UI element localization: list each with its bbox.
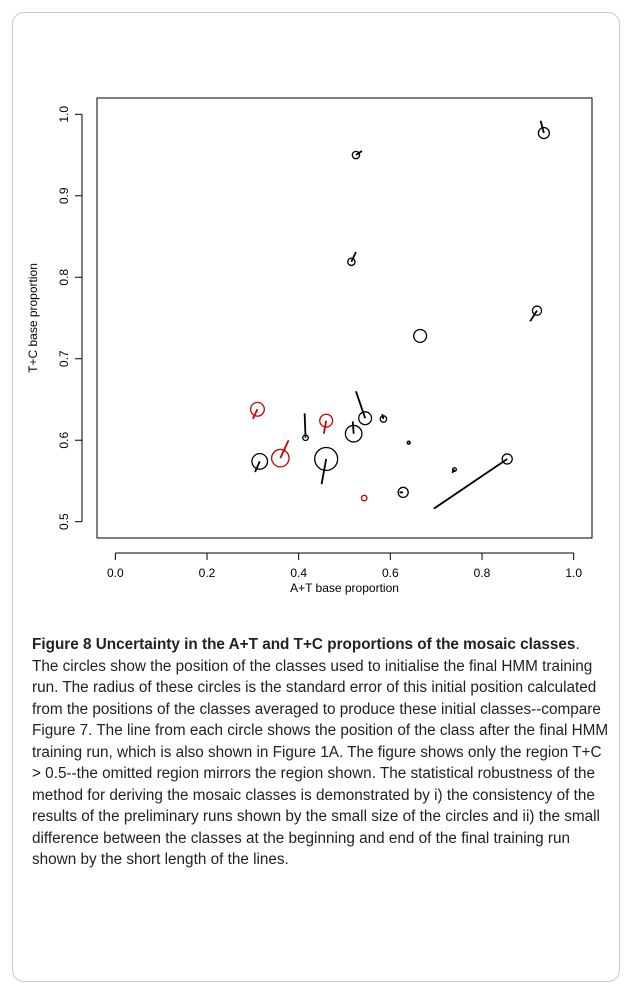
shift-line [355, 150, 363, 156]
y-axis: 0.5 0.6 0.7 0.8 0.9 1.0 [57, 106, 83, 530]
class-circle [347, 257, 356, 267]
y-tick-label: 0.8 [57, 269, 71, 286]
class-circle [397, 486, 409, 499]
shift-line [254, 461, 261, 473]
shift-line [322, 420, 328, 434]
figure-caption: Figure 8 Uncertainty in the A+T and T+C … [32, 634, 610, 871]
shift-line [252, 408, 259, 420]
scatter-plot: 0.0 0.2 0.4 0.6 0.8 1.0 0.5 0.6 0.7 0.8 0.9 1.0 A+… [26, 97, 593, 595]
class-circle [314, 446, 339, 472]
y-tick-label: 0.5 [57, 513, 71, 530]
class-circle [501, 453, 513, 465]
x-tick-label: 0.4 [290, 566, 307, 580]
shift-line [303, 413, 307, 438]
class-circle [537, 126, 551, 140]
y-tick-label: 0.9 [57, 187, 71, 204]
x-tick-label: 0.0 [107, 566, 124, 580]
shift-line [355, 391, 366, 419]
x-axis-title: A+T base proportion [290, 581, 399, 595]
shift-line [433, 458, 508, 510]
y-tick-label: 1.0 [57, 106, 71, 123]
shift-line [529, 310, 538, 322]
shift-line [351, 421, 355, 434]
class-circle [406, 440, 411, 445]
class-circle [351, 150, 361, 160]
y-axis-title: T+C base proportion [26, 263, 40, 373]
plot-box [96, 97, 593, 539]
class-circle [452, 467, 457, 473]
class-circle [358, 411, 373, 426]
y-tick-label: 0.6 [57, 432, 71, 449]
figure-frame [12, 12, 620, 982]
shift-line [451, 469, 456, 474]
shift-line [279, 439, 290, 459]
shift-line [381, 413, 385, 420]
shift-line [320, 458, 328, 485]
x-tick-label: 0.8 [474, 566, 491, 580]
y-tick-label: 0.7 [57, 350, 71, 367]
shift-line [350, 251, 357, 263]
x-axis: 0.0 0.2 0.4 0.6 0.8 1.0 [107, 552, 582, 580]
caption-title: Uncertainty in the A+T and T+C proportio… [95, 636, 576, 653]
data-marks [249, 120, 551, 510]
x-tick-label: 1.0 [565, 566, 582, 580]
class-circle [251, 452, 269, 470]
class-circle [531, 305, 543, 316]
x-tick-label: 0.6 [382, 566, 399, 580]
caption-label: Figure 8 [32, 636, 92, 653]
class-circle [270, 448, 290, 468]
caption-body: . The circles show the position of the c… [32, 636, 609, 868]
class-circle [249, 401, 265, 417]
class-circle [413, 328, 428, 343]
shift-line [539, 120, 545, 134]
x-tick-label: 0.2 [199, 566, 216, 580]
class-circle [319, 413, 334, 428]
class-circle [360, 494, 368, 502]
